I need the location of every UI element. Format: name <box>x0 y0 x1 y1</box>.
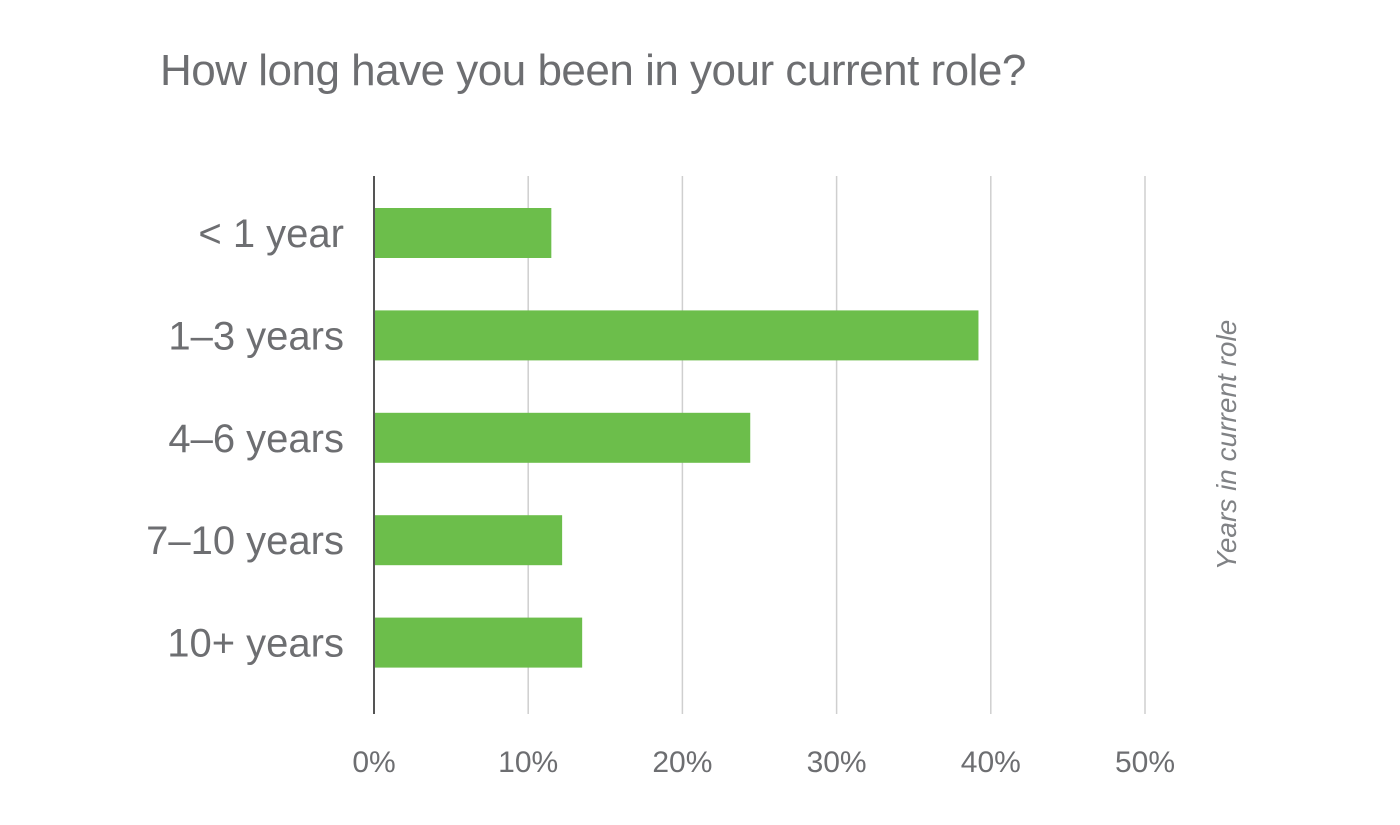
bar <box>374 310 979 361</box>
bar <box>374 617 583 668</box>
bar <box>374 515 563 566</box>
x-tick-label: 10% <box>498 746 558 779</box>
chart-title: How long have you been in your current r… <box>160 46 1026 95</box>
labels: 0% 10% 20% 30% 40% 50% < 1 year 1–3 years 4–6 ye… <box>146 212 1242 779</box>
category-label: 4–6 years <box>168 417 344 461</box>
bars <box>374 208 979 668</box>
x-tick-label: 20% <box>652 746 712 779</box>
x-tick-label: 30% <box>807 746 867 779</box>
x-tick-label: 50% <box>1115 746 1175 779</box>
category-label: 7–10 years <box>146 519 344 563</box>
bar <box>374 208 552 258</box>
category-label: 1–3 years <box>168 314 344 358</box>
bar <box>374 412 751 463</box>
x-tick-label: 0% <box>352 746 395 779</box>
x-tick-label: 40% <box>961 746 1021 779</box>
category-label: < 1 year <box>198 212 344 256</box>
category-label: 10+ years <box>167 622 344 666</box>
y-axis-title: Years in current role <box>1211 320 1242 571</box>
